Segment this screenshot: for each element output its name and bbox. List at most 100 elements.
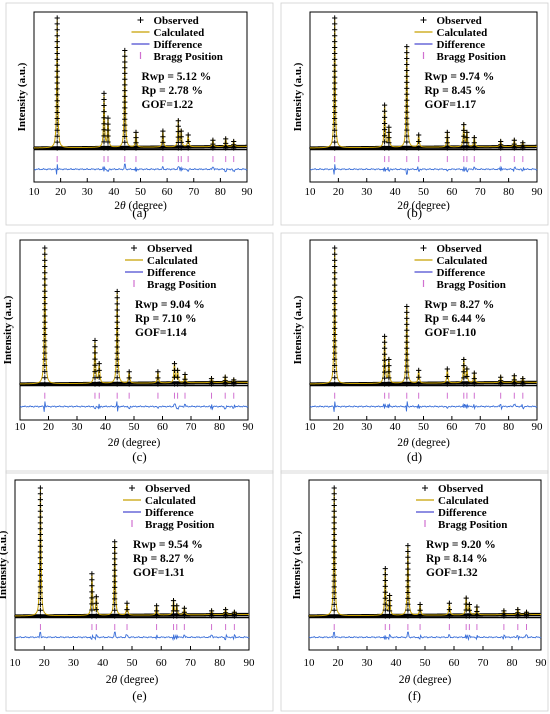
refinement-stat-0: Rwp = 9.74 % bbox=[425, 71, 495, 83]
x-tick-label-60: 60 bbox=[162, 186, 174, 198]
legend-label-3: Bragg Position bbox=[145, 519, 214, 531]
plot-area bbox=[20, 240, 248, 420]
x-tick-label-80: 80 bbox=[215, 186, 227, 198]
x-tick-label-40: 40 bbox=[97, 657, 109, 669]
legend-label-3: Bragg Position bbox=[437, 279, 506, 291]
observed-peak-8 bbox=[182, 372, 187, 387]
x-tick-label-70: 70 bbox=[475, 186, 487, 198]
refinement-stat-0: Rwp = 9.20 % bbox=[426, 539, 496, 551]
x-tick-label-70: 70 bbox=[478, 657, 490, 669]
x-tick-label-10: 10 bbox=[305, 421, 317, 433]
x-tick-label-70: 70 bbox=[186, 421, 198, 433]
legend-label-1: Calculated bbox=[438, 495, 489, 507]
observed-peak-0 bbox=[55, 15, 60, 150]
x-tick-label-20: 20 bbox=[333, 186, 345, 198]
observed-peak-0 bbox=[332, 245, 337, 386]
refinement-stat-1: Rp = 2.78 % bbox=[142, 85, 204, 97]
x-tick-label-10: 10 bbox=[15, 421, 27, 433]
observed-peak-7 bbox=[174, 603, 179, 618]
x-axis-label-suffix: (degree) bbox=[117, 674, 158, 686]
legend-label-2: Difference bbox=[437, 39, 486, 51]
legend-label-2: Difference bbox=[154, 39, 203, 51]
refinement-stat-1: Rp = 7.10 % bbox=[135, 313, 197, 325]
x-tick-label-40: 40 bbox=[390, 421, 402, 433]
x-tick-label-10: 10 bbox=[10, 657, 22, 669]
x-tick-label-90: 90 bbox=[244, 657, 256, 669]
refinement-stat-2: GOF=1.14 bbox=[135, 327, 187, 339]
panel-c: 10 20 30 40 50 60 70 80 90 2θ (degree) Intensity (… bbox=[2, 233, 273, 473]
panel-e: 10 20 30 40 50 60 70 80 902θ (degree)Intensity (… bbox=[0, 471, 273, 711]
observed-peak-5 bbox=[447, 601, 452, 619]
panel-d: 10 20 30 40 50 60 70 80 902θ (degree)Intensity (… bbox=[281, 233, 548, 473]
observed-peak-5 bbox=[155, 369, 160, 386]
x-tick-label-40: 40 bbox=[390, 186, 402, 198]
x-tick-label-80: 80 bbox=[214, 421, 226, 433]
legend-label-1: Calculated bbox=[145, 495, 196, 507]
x-tick-label-80: 80 bbox=[503, 186, 515, 198]
x-tick-label-70: 70 bbox=[475, 421, 487, 433]
refinement-stat-2: GOF=1.32 bbox=[426, 567, 478, 579]
refinement-stat-2: GOF=1.10 bbox=[425, 327, 477, 339]
panel-caption: (c) bbox=[132, 449, 146, 464]
x-tick-label-50: 50 bbox=[418, 186, 430, 198]
plot-area bbox=[310, 12, 537, 182]
x-tick-label-90: 90 bbox=[532, 186, 544, 198]
observed-peak-8 bbox=[474, 604, 479, 618]
x-tick-label-90: 90 bbox=[242, 186, 254, 198]
refinement-stat-2: GOF=1.17 bbox=[425, 99, 477, 111]
refinement-stat-1: Rp = 6.44 % bbox=[425, 313, 487, 325]
refinement-stat-1: Rp = 8.45 % bbox=[425, 85, 487, 97]
x-tick-label-10: 10 bbox=[304, 657, 316, 669]
x-tick-label-60: 60 bbox=[156, 657, 168, 669]
refinement-stat-2: GOF=1.22 bbox=[142, 99, 194, 111]
refinement-stat-2: GOF=1.31 bbox=[133, 567, 185, 579]
legend-label-0: Observed bbox=[438, 483, 483, 495]
x-axis-label-suffix: (degree) bbox=[119, 437, 160, 449]
observed-peak-0 bbox=[38, 485, 43, 618]
observed-peak-4 bbox=[416, 368, 421, 387]
x-tick-label-20: 20 bbox=[43, 421, 55, 433]
x-tick-label-80: 80 bbox=[507, 657, 519, 669]
x-tick-label-80: 80 bbox=[214, 657, 226, 669]
y-axis-label: Intensity (a.u.) bbox=[292, 295, 304, 364]
observed-peak-0 bbox=[42, 245, 47, 386]
observed-peak-4 bbox=[416, 132, 421, 150]
x-tick-label-80: 80 bbox=[503, 421, 515, 433]
observed-peak-4 bbox=[127, 369, 132, 386]
x-tick-label-20: 20 bbox=[333, 657, 345, 669]
x-axis-label: 2θ (degree) bbox=[106, 674, 159, 686]
legend-label-0: Observed bbox=[145, 483, 190, 495]
x-tick-label-50: 50 bbox=[127, 657, 139, 669]
observed-peak-7 bbox=[467, 602, 472, 619]
legend-label-3: Bragg Position bbox=[154, 51, 223, 63]
legend-label-0: Observed bbox=[154, 15, 199, 27]
panel-caption: (e) bbox=[132, 688, 146, 703]
plot-area bbox=[310, 240, 537, 420]
x-tick-label-60: 60 bbox=[446, 186, 458, 198]
x-tick-label-50: 50 bbox=[129, 421, 141, 433]
refinement-stat-0: Rwp = 5.12 % bbox=[142, 71, 212, 83]
observed-peak-0 bbox=[332, 485, 337, 618]
y-axis-label: Intensity (a.u.) bbox=[292, 62, 304, 131]
plot-area bbox=[34, 12, 247, 182]
plot-area bbox=[15, 480, 249, 650]
x-tick-label-30: 30 bbox=[361, 421, 373, 433]
panel-b: 10 20 30 40 50 60 70 80 90 2θ (degree) Intensity (… bbox=[281, 3, 548, 225]
x-tick-label-30: 30 bbox=[361, 186, 373, 198]
observed-peak-5 bbox=[154, 603, 159, 618]
legend-label-1: Calculated bbox=[154, 27, 205, 39]
observed-peak-4 bbox=[124, 601, 129, 619]
observed-peak-0 bbox=[332, 15, 337, 150]
y-axis-label: Intensity (a.u.) bbox=[291, 530, 303, 599]
legend-label-3: Bragg Position bbox=[437, 51, 506, 63]
legend-label-3: Bragg Position bbox=[438, 519, 507, 531]
y-axis-label: Intensity (a.u.) bbox=[0, 530, 9, 599]
x-tick-label-20: 20 bbox=[333, 421, 345, 433]
observed-peak-4 bbox=[418, 602, 423, 619]
refinement-stat-1: Rp = 8.27 % bbox=[133, 553, 195, 565]
x-tick-label-90: 90 bbox=[536, 657, 548, 669]
x-axis-label: 2θ (degree) bbox=[397, 437, 450, 449]
x-tick-label-70: 70 bbox=[185, 657, 197, 669]
panel-f: 10 20 30 40 50 60 70 80 902θ (degree)Intensity (… bbox=[281, 471, 548, 711]
